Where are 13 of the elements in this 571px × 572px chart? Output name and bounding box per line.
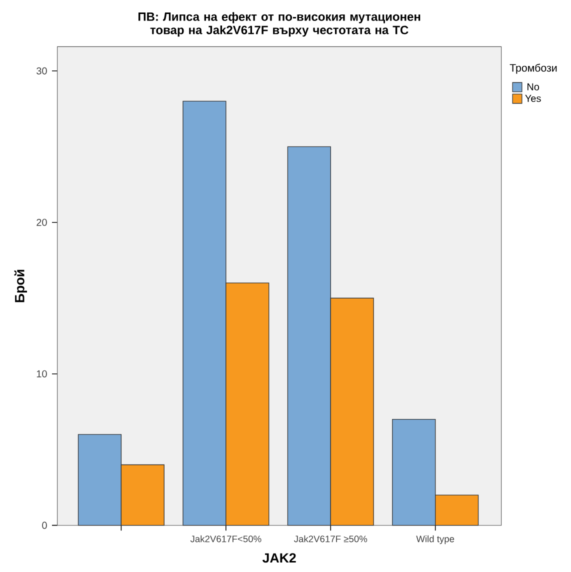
- y-tick-label: 20: [36, 218, 47, 226]
- x-tick-label: Wild type: [416, 535, 454, 544]
- legend-title: Тромбози: [510, 64, 557, 74]
- y-tick-label: 10: [36, 370, 47, 378]
- chart-title: ПВ: Липса на ефект от по-високия мутационен товар на Jak2V617F върху честотата на ТС: [138, 12, 420, 37]
- y-tick-label: 30: [36, 67, 47, 74]
- legend-label: No: [527, 83, 540, 90]
- x-tick-label: Jak2V617F ≥50%: [294, 535, 368, 542]
- y-tick-label: 0: [42, 522, 47, 529]
- legend-label: Yes: [525, 94, 541, 102]
- x-tick-label: Jak2V617F<50%: [190, 535, 262, 542]
- y-axis-title: Брой: [14, 270, 28, 302]
- x-axis-title: JAK2: [262, 553, 296, 563]
